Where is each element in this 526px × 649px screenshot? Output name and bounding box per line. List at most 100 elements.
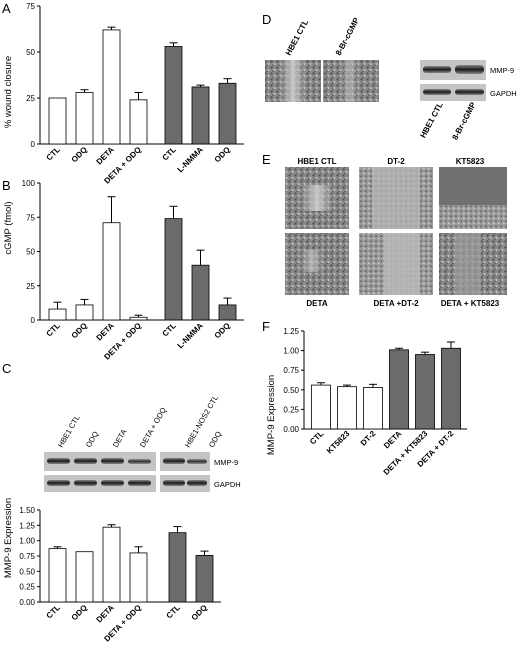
y-tick-label: 1.25 bbox=[283, 327, 299, 336]
y-tick-label: 0 bbox=[31, 140, 36, 149]
bar bbox=[195, 554, 214, 603]
y-tick-label: 0.25 bbox=[19, 583, 35, 592]
bar bbox=[415, 354, 435, 430]
y-tick-label: 100 bbox=[22, 179, 36, 188]
y-tick-label: 0.25 bbox=[283, 405, 299, 414]
category-label: CTL bbox=[45, 145, 62, 162]
panel-e: HBE1 CTL DT-2 KT5823 DETA DETA +DT-2 DET… bbox=[285, 157, 507, 308]
y-tick-label: 25 bbox=[26, 282, 35, 291]
blot-d-band bbox=[455, 89, 484, 95]
bar bbox=[191, 264, 210, 321]
panel-e-bottom-label: DETA bbox=[306, 299, 327, 308]
bar bbox=[48, 548, 67, 603]
blot-d-lane-label: HBE1 CTL bbox=[418, 101, 444, 140]
blot-c-strip-mmp9-right bbox=[160, 452, 210, 471]
y-tick-label: 1.25 bbox=[19, 521, 35, 530]
bar bbox=[129, 99, 148, 145]
blot-c-lane-label: DETA + ODQ bbox=[138, 406, 168, 449]
bar bbox=[129, 552, 148, 603]
y-axis-title-b: cGMP (fmol) bbox=[3, 201, 14, 254]
bar bbox=[102, 526, 121, 603]
bar bbox=[441, 347, 461, 430]
panel-letter-a: A bbox=[2, 1, 11, 16]
blot-c-lane-label: DETA bbox=[111, 428, 129, 449]
y-tick-label: 25 bbox=[26, 94, 35, 103]
category-label: KT5823 bbox=[325, 429, 352, 456]
y-tick-label: 0.50 bbox=[283, 386, 299, 395]
category-label: DETA bbox=[95, 603, 117, 625]
bar bbox=[129, 316, 148, 321]
bar bbox=[164, 46, 183, 145]
bar bbox=[363, 387, 383, 430]
bar bbox=[311, 384, 331, 430]
blot-c-bands bbox=[47, 458, 207, 486]
panel-e-top-label: DT-2 bbox=[387, 157, 405, 166]
y-axis-title-f: MMP-9 Expression bbox=[266, 375, 277, 455]
y-tick-label: 50 bbox=[26, 48, 35, 57]
panel-letter-e: E bbox=[262, 152, 271, 167]
y-tick-label: 0.00 bbox=[283, 425, 299, 434]
panel-e-top-label: HBE1 CTL bbox=[297, 157, 336, 166]
blot-c: HBE1 CTL ODQ DETA DETA + ODQ HBE1-NOS2 C… bbox=[44, 394, 241, 492]
bar bbox=[102, 222, 121, 321]
panel-d-image-label: HBE1 CTL bbox=[284, 18, 310, 57]
category-label: ODQ bbox=[70, 145, 89, 164]
category-label: ODQ bbox=[190, 603, 209, 622]
blot-c-lane-labels: HBE1 CTL ODQ DETA DETA + ODQ HBE1-NOS2 C… bbox=[56, 394, 223, 449]
y-tick-label: 0 bbox=[31, 316, 36, 325]
bar bbox=[337, 386, 357, 430]
panel-e-top-label: KT5823 bbox=[456, 157, 485, 166]
micrograph-cells bbox=[439, 205, 507, 229]
blot-c-strip-gapdh-right bbox=[160, 475, 210, 492]
bar bbox=[102, 29, 121, 145]
y-tick-label: 50 bbox=[26, 248, 35, 257]
blot-d-band bbox=[423, 89, 451, 95]
category-label: CTL bbox=[45, 321, 62, 338]
panel-d: HBE1 CTL 8-Br-cGMP MMP-9 GAPDH HBE1 CTL … bbox=[265, 16, 517, 141]
blot-c-lane-label: ODQ bbox=[84, 430, 100, 449]
category-label: CTL bbox=[161, 145, 178, 162]
panel-letter-d: D bbox=[262, 12, 271, 27]
panel-letter-f: F bbox=[262, 319, 270, 334]
blot-c-lane-label: ODQ bbox=[207, 430, 223, 449]
bar bbox=[48, 97, 67, 145]
y-tick-label: 1.00 bbox=[283, 347, 299, 356]
panel-e-bottom-label: DETA + KT5823 bbox=[441, 299, 500, 308]
micrograph-gap bbox=[455, 233, 481, 295]
micrograph-d-8br-gap bbox=[341, 60, 359, 102]
y-tick-label: 1.50 bbox=[19, 506, 35, 515]
category-label: L-NMMA bbox=[176, 321, 205, 350]
blot-d-strip-gapdh bbox=[420, 84, 486, 101]
y-tick-label: 1.00 bbox=[19, 537, 35, 546]
micrograph-gap bbox=[372, 167, 420, 229]
blot-c-lane-label: HBE1 CTL bbox=[56, 413, 82, 449]
blot-d-lane-label: 8-Br-cGMP bbox=[450, 100, 478, 141]
y-tick-label: 0.75 bbox=[19, 552, 35, 561]
panel-letter-b: B bbox=[2, 178, 11, 193]
category-label: CTL bbox=[165, 603, 182, 620]
bar bbox=[75, 92, 94, 145]
blot-c-strip-mmp9 bbox=[44, 452, 156, 471]
category-label: CTL bbox=[45, 603, 62, 620]
category-label: CTL bbox=[308, 429, 325, 446]
blot-d-band bbox=[455, 65, 484, 74]
bar bbox=[218, 82, 237, 145]
y-tick-label: 0.00 bbox=[19, 598, 35, 607]
category-label: ODQ bbox=[213, 321, 232, 340]
category-label: DETA bbox=[382, 429, 404, 451]
y-axis-title-c: MMP-9 Expression bbox=[3, 498, 14, 578]
panel-letter-c: C bbox=[2, 361, 11, 376]
blot-d-band bbox=[423, 66, 451, 73]
blot-c-row-label-mmp9: MMP-9 bbox=[214, 458, 238, 467]
bar bbox=[191, 86, 210, 145]
y-tick-label: 75 bbox=[26, 2, 35, 11]
category-label: DETA bbox=[95, 145, 117, 167]
bar bbox=[168, 532, 187, 603]
y-tick-label: 0.75 bbox=[283, 366, 299, 375]
bar bbox=[48, 308, 67, 321]
blot-d-row-label-mmp9: MMP-9 bbox=[490, 66, 514, 75]
bar bbox=[218, 304, 237, 321]
